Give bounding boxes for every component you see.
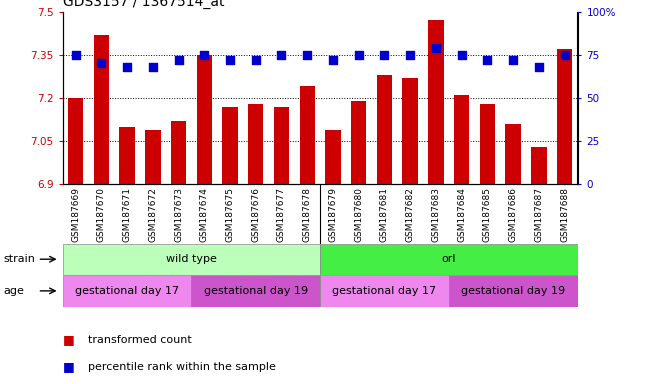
Point [199,51,210,58]
Bar [191,275,320,307]
Bar [480,104,495,184]
Point [482,57,492,63]
Bar [63,275,191,307]
Text: GSM187671: GSM187671 [123,187,131,242]
Text: orl: orl [442,254,456,264]
Text: gestational day 19: gestational day 19 [461,286,565,296]
Point [224,57,235,63]
Bar [351,101,366,184]
Point [508,57,518,63]
Text: GSM187680: GSM187680 [354,187,363,242]
Point [456,51,467,58]
Point [353,51,364,58]
Text: GSM187687: GSM187687 [535,187,543,242]
Bar [248,104,263,184]
Bar [320,244,578,275]
Text: strain: strain [3,254,35,264]
Text: GSM187679: GSM187679 [329,187,337,242]
Bar [325,130,341,184]
Text: gestational day 17: gestational day 17 [75,286,179,296]
Text: GSM187673: GSM187673 [174,187,183,242]
Text: GSM187682: GSM187682 [406,187,414,242]
Text: GSM187677: GSM187677 [277,187,286,242]
Point [379,51,389,58]
Text: ■: ■ [63,360,75,373]
Text: gestational day 17: gestational day 17 [333,286,436,296]
Text: GSM187688: GSM187688 [560,187,569,242]
Bar [94,35,109,184]
Bar [222,107,238,184]
Text: wild type: wild type [166,254,217,264]
Point [533,64,544,70]
Point [96,60,106,66]
Bar [171,121,186,184]
Bar [403,78,418,184]
Text: GSM187685: GSM187685 [483,187,492,242]
Text: GSM187676: GSM187676 [251,187,260,242]
Bar [300,86,315,184]
Bar [377,75,392,184]
Point [173,57,183,63]
Point [276,51,286,58]
Point [250,57,261,63]
Text: GSM187669: GSM187669 [71,187,80,242]
Point [430,45,441,51]
Text: GSM187670: GSM187670 [97,187,106,242]
Text: GSM187686: GSM187686 [509,187,517,242]
Bar [531,147,546,184]
Bar [63,244,320,275]
Bar [454,95,469,184]
Text: GSM187683: GSM187683 [432,187,440,242]
Point [405,51,416,58]
Text: gestational day 19: gestational day 19 [204,286,308,296]
Text: age: age [3,286,24,296]
Point [147,64,158,70]
Bar [557,49,572,184]
Bar [320,275,449,307]
Text: percentile rank within the sample: percentile rank within the sample [88,362,276,372]
Text: GSM187672: GSM187672 [148,187,157,242]
Text: transformed count: transformed count [88,335,191,345]
Bar [506,124,521,184]
Text: GSM187681: GSM187681 [380,187,389,242]
Bar [68,98,83,184]
Bar [449,275,578,307]
Bar [145,130,160,184]
Bar [119,127,135,184]
Point [327,57,338,63]
Bar [274,107,289,184]
Bar [197,55,212,184]
Bar [428,20,444,184]
Point [70,51,81,58]
Text: GSM187684: GSM187684 [457,187,466,242]
Point [302,51,312,58]
Text: GSM187675: GSM187675 [226,187,234,242]
Point [559,51,570,58]
Text: GSM187674: GSM187674 [200,187,209,242]
Text: ■: ■ [63,333,75,346]
Text: GDS3157 / 1367514_at: GDS3157 / 1367514_at [63,0,224,9]
Text: GSM187678: GSM187678 [303,187,312,242]
Point [121,64,132,70]
